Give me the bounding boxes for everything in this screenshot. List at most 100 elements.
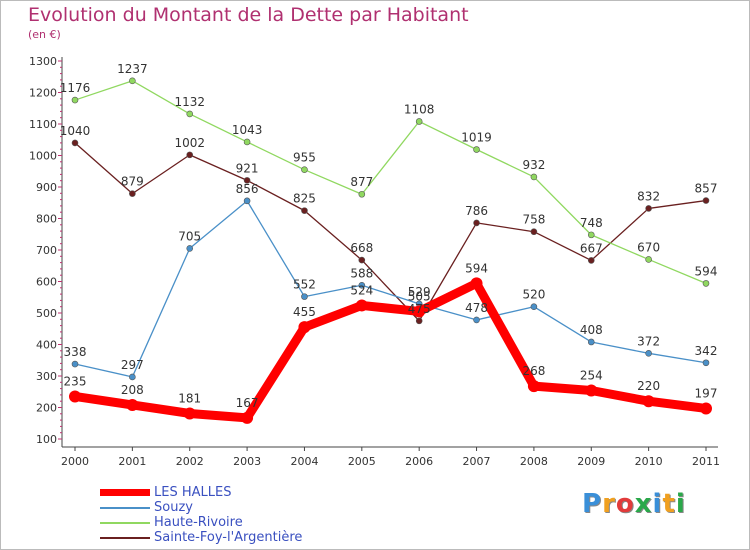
series-layer: [69, 77, 712, 424]
data-label: 670: [637, 240, 660, 254]
data-point: [413, 305, 426, 318]
x-tick-label: 2007: [463, 455, 491, 468]
data-label: 857: [695, 182, 718, 196]
data-point: [585, 384, 598, 397]
data-point: [702, 197, 710, 204]
data-label: 667: [580, 241, 603, 255]
data-point: [69, 390, 81, 403]
data-label: 594: [465, 261, 488, 275]
data-point: [355, 299, 368, 312]
legend-swatch: [100, 507, 150, 509]
series-3: [71, 139, 710, 325]
x-tick-label: 2001: [118, 455, 146, 468]
data-label: 197: [695, 386, 718, 400]
data-label: 758: [522, 213, 545, 227]
x-tick-label: 2011: [692, 455, 720, 468]
legend-swatch: [100, 537, 150, 539]
data-label: 932: [522, 158, 545, 172]
data-label: 668: [350, 241, 373, 255]
data-label: 1002: [174, 136, 205, 150]
data-point: [301, 207, 308, 214]
data-point: [183, 407, 196, 420]
data-point: [645, 350, 652, 357]
data-label: 955: [293, 151, 316, 165]
legend-label: Sainte-Foy-l'Argentière: [154, 530, 303, 545]
x-tick-label: 2003: [233, 455, 261, 468]
data-label: 297: [121, 358, 144, 372]
data-label: 478: [465, 301, 488, 315]
data-point: [129, 373, 136, 381]
data-labels-layer: 1040 879 1002 921 825 668 475 786 758 667 832 857 11…: [60, 62, 718, 410]
data-label: 1108: [404, 102, 435, 116]
data-label: 1237: [117, 62, 148, 76]
data-point: [473, 146, 480, 153]
data-point: [71, 96, 79, 104]
x-tick-label: 2000: [61, 455, 89, 468]
data-label: 879: [121, 175, 144, 189]
y-tick-label: 1200: [29, 87, 57, 100]
data-label: 520: [522, 288, 545, 302]
series-line: [74, 278, 707, 423]
data-point: [241, 411, 254, 424]
data-point: [415, 317, 423, 325]
data-point: [358, 281, 366, 289]
data-point: [301, 166, 308, 173]
data-label: 505: [408, 289, 431, 303]
data-label: 220: [637, 379, 660, 393]
y-tick-label: 900: [36, 181, 57, 194]
data-label: 786: [465, 204, 488, 218]
data-point: [243, 177, 251, 184]
y-tick-label: 400: [36, 339, 57, 352]
data-label: 921: [236, 161, 259, 175]
data-label: 748: [580, 216, 603, 230]
data-point: [645, 256, 652, 263]
data-label: 455: [293, 305, 316, 319]
data-point: [126, 398, 139, 411]
data-label: 825: [293, 192, 316, 206]
series-0: [69, 277, 712, 424]
x-tick-label: 2004: [290, 455, 318, 468]
chart-axes: 1002003004005006007008009001000110012001…: [29, 55, 720, 468]
data-label: 832: [637, 189, 660, 203]
x-tick-label: 2006: [405, 455, 433, 468]
y-tick-label: 300: [36, 370, 57, 383]
data-point: [587, 257, 595, 264]
data-label: 372: [637, 334, 660, 348]
y-tick-label: 1300: [29, 55, 57, 68]
data-point: [530, 173, 538, 181]
data-label: 1019: [461, 131, 492, 145]
data-label: 1176: [60, 81, 91, 95]
y-tick-label: 200: [36, 402, 57, 415]
data-label: 208: [121, 383, 144, 397]
data-label: 338: [64, 345, 87, 359]
data-point: [129, 190, 136, 197]
data-point: [186, 151, 194, 159]
data-point: [129, 77, 136, 85]
data-point: [702, 280, 710, 287]
data-point: [530, 228, 538, 236]
y-tick-label: 600: [36, 276, 57, 289]
series-line: [74, 80, 707, 284]
proxiti-logo: Proxiti: [582, 489, 686, 519]
data-point: [473, 219, 480, 227]
y-tick-label: 1100: [29, 118, 57, 131]
y-tick-label: 500: [36, 307, 57, 320]
data-label: 705: [178, 229, 201, 243]
data-label: 342: [695, 344, 718, 358]
data-label: 588: [350, 266, 373, 280]
data-point: [186, 110, 194, 118]
data-point: [415, 118, 423, 125]
data-point: [700, 402, 712, 415]
data-point: [298, 321, 311, 334]
data-point: [358, 256, 366, 264]
x-tick-label: 2005: [348, 455, 376, 468]
data-label: 877: [350, 175, 373, 189]
data-point: [186, 245, 194, 252]
series-line: [74, 142, 707, 322]
legend-label: LES HALLES: [154, 485, 232, 500]
x-tick-label: 2008: [520, 455, 548, 468]
data-point: [358, 190, 366, 198]
x-tick-label: 2010: [635, 455, 663, 468]
legend-swatch: [100, 522, 150, 524]
